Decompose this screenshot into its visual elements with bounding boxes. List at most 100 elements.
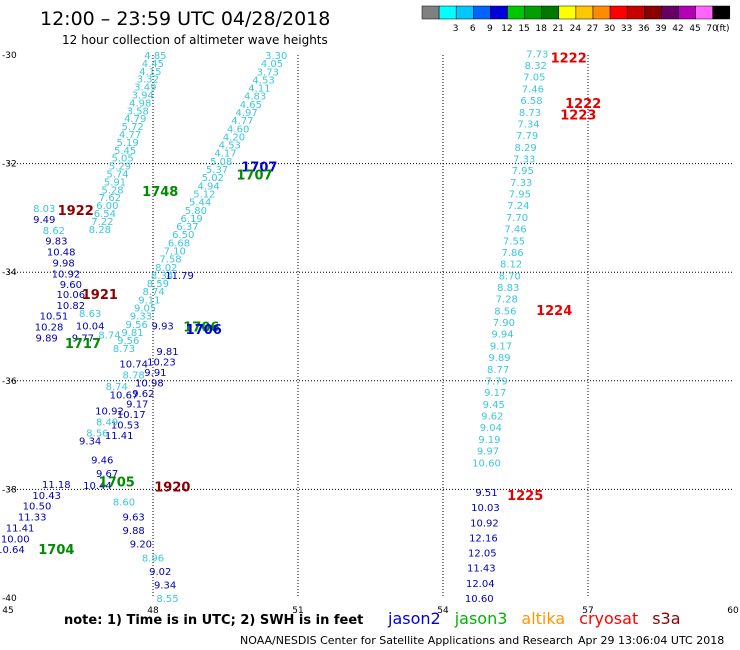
wave-height-label: 9.20 (130, 540, 152, 551)
pass-time-label: 1920 (154, 481, 190, 496)
colorbar-swatch (524, 5, 542, 20)
wave-height-label: 10.53 (111, 421, 140, 432)
wave-height-label: 3.94 (132, 90, 154, 101)
colorbar-tick-label: 3 (453, 24, 459, 34)
wave-height-label: 12.16 (469, 533, 498, 544)
wave-height-label: 8.83 (497, 283, 519, 294)
legend-item-altika: altika (521, 609, 566, 628)
colorbar-tick-label: 70 (706, 24, 718, 34)
colorbar-tick-label: 30 (604, 24, 616, 34)
y-tick-label: -38 (2, 485, 17, 495)
wave-height-label: 8.74 (98, 331, 120, 342)
wave-height-label: 10.06 (57, 290, 86, 301)
wave-height-label: 9.34 (154, 580, 176, 591)
colorbar-swatch (575, 5, 594, 20)
wave-height-label: 7.95 (509, 190, 531, 201)
wave-height-label: 10.28 (35, 323, 64, 334)
colorbar-swatch (507, 5, 525, 20)
wave-height-label: 11.18 (42, 480, 71, 491)
wave-height-label: 4.94 (197, 181, 219, 192)
wave-height-label: 7.46 (522, 84, 544, 95)
wave-height-label: 5.74 (106, 169, 128, 180)
pass-time-label: 1222 (551, 52, 587, 67)
wave-height-label: 9.89 (488, 353, 510, 364)
wave-height-label: 7.55 (503, 236, 525, 247)
wave-height-label: 11.43 (467, 564, 496, 575)
wave-height-label: 4.53 (219, 141, 241, 152)
wave-height-label: 3.58 (127, 106, 149, 117)
wave-height-label: 8.03 (33, 204, 55, 215)
wave-height-label: 7.73 (526, 49, 548, 60)
wave-height-label: 6.37 (176, 222, 198, 233)
wave-height-label: 4.20 (223, 132, 245, 143)
grid-lines (8, 55, 733, 598)
wave-height-label: 9.05 (134, 303, 156, 314)
wave-height-label: 8.56 (86, 428, 108, 439)
wave-height-label: 3.30 (265, 51, 287, 62)
wave-height-label: 6.00 (96, 201, 118, 212)
wave-height-label: 8.59 (147, 279, 169, 290)
data-labels: 4.854.454.153.323.493.944.983.584.795.72… (0, 49, 601, 605)
wave-height-label: 5.91 (104, 177, 126, 188)
wave-height-label: 9.83 (45, 237, 67, 248)
wave-height-label: 9.97 (477, 447, 499, 458)
colorbar-swatch (438, 5, 457, 20)
wave-height-label: 10.04 (76, 321, 105, 332)
wave-height-label: 9.98 (52, 258, 74, 269)
wave-height-label: 7.34 (517, 119, 539, 130)
legend-item-jason3: jason3 (454, 609, 508, 628)
wave-height-label: 10.48 (47, 248, 76, 259)
y-tick-label: -34 (2, 268, 17, 278)
pass-time-label: 1705 (99, 475, 135, 490)
wave-height-label: 5.37 (206, 165, 228, 176)
axis-tick-labels: 45 48 51 54 57 60 -30 -32 -34 -36 -38 -40 (2, 51, 739, 616)
wave-height-label: 8.28 (89, 225, 111, 236)
colorbar-tick-label: 21 (553, 24, 564, 34)
wave-height-label: 6.68 (168, 238, 190, 249)
wave-height-label: 4.05 (261, 59, 283, 70)
pass-time-label: 1224 (536, 304, 572, 319)
wave-height-label: 6.19 (181, 214, 203, 225)
pass-time-label: 1223 (560, 109, 596, 124)
wave-height-label: 4.79 (124, 114, 146, 125)
wave-height-label: 4.77 (231, 116, 253, 127)
wave-height-label: 8.02 (155, 263, 177, 274)
colorbar-swatch (592, 5, 611, 20)
wave-height-label: 5.12 (193, 189, 215, 200)
wave-height-label: 7.22 (91, 217, 113, 228)
wave-height-label: 4.85 (144, 51, 166, 62)
wave-height-label: 8.29 (515, 143, 537, 154)
wave-height-label: 5.08 (210, 157, 232, 168)
pass-time-label: 1707 (236, 168, 272, 183)
colorbar-swatch (541, 5, 560, 20)
wave-height-label: 5.02 (202, 173, 224, 184)
wave-height-label: 9.33 (130, 312, 152, 323)
legend-item-s3a: s3a (652, 609, 681, 628)
wave-height-label: 9.11 (138, 295, 160, 306)
chart-title: 12:00 – 23:59 UTC 04/28/2018 (40, 8, 331, 30)
wave-height-label: 8.49 (96, 418, 118, 429)
wave-height-label: 8.60 (113, 497, 135, 508)
wave-height-label: 10.43 (32, 491, 61, 502)
wave-height-label: 8.77 (487, 365, 509, 376)
legend-item-cryosat: cryosat (579, 609, 639, 628)
wave-height-label: 12.05 (468, 549, 497, 560)
wave-height-label: 5.28 (101, 185, 123, 196)
wave-height-label: 11.41 (105, 431, 134, 442)
colorbar-legend: 3 6 9 12 15 18 21 24 27 30 33 36 39 42 45 70(ft) (421, 5, 731, 34)
colorbar-tick-label: 39 (655, 24, 667, 34)
pass-time-label: 1222 (565, 97, 601, 112)
pass-time-label: 1921 (82, 288, 118, 303)
colorbar-swatch (455, 5, 474, 20)
wave-height-label: 8.56 (494, 306, 516, 317)
colorbar-tick-label: 27 (587, 24, 598, 34)
wave-height-label: 10.64 (0, 545, 25, 556)
colorbar-swatch (626, 5, 645, 20)
x-tick-label: 54 (437, 606, 449, 616)
wave-height-label: 9.81 (121, 328, 143, 339)
wave-height-label: 10.74 (119, 359, 148, 370)
wave-height-label: 10.50 (23, 502, 52, 513)
x-tick-label: 57 (582, 606, 593, 616)
wave-height-label: 4.15 (139, 67, 161, 78)
